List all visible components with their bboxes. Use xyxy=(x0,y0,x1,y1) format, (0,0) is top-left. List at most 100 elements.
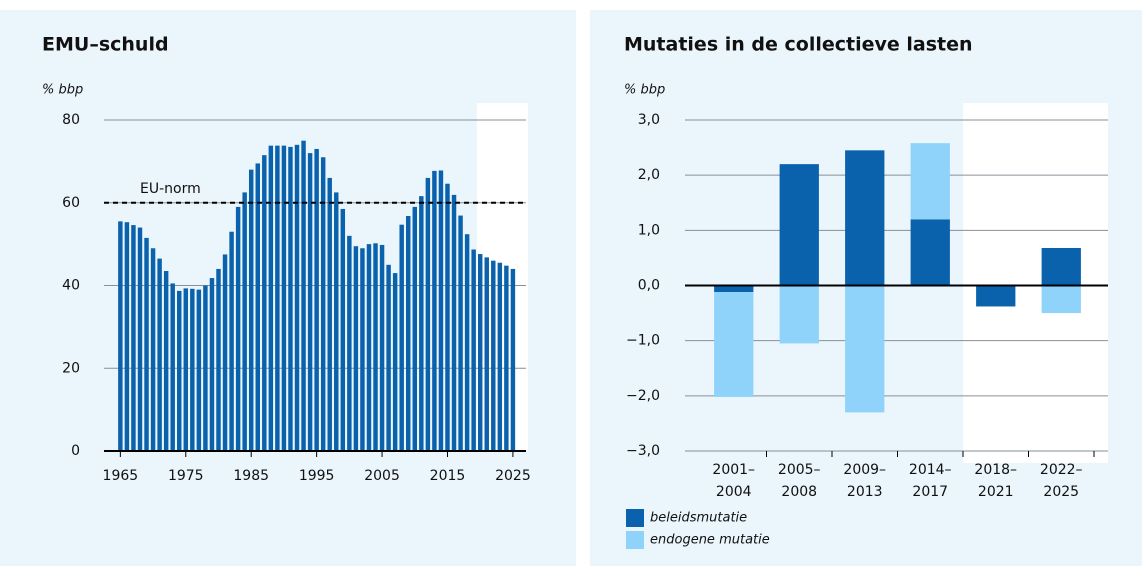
bar-segment xyxy=(714,285,754,293)
bar xyxy=(334,192,339,451)
y-tick-label: 60 xyxy=(62,195,80,211)
bar-segment xyxy=(910,143,950,220)
bar xyxy=(262,155,267,451)
x-tick-label: 2001– xyxy=(712,462,755,478)
forecast-shade xyxy=(963,103,1108,463)
bar xyxy=(373,243,378,451)
bar xyxy=(281,145,287,451)
bar xyxy=(360,248,365,451)
y-tick-label: 0 xyxy=(71,443,80,459)
x-tick-label: 2021 xyxy=(978,484,1014,500)
y-tick-label: −2,0 xyxy=(626,388,660,404)
bar xyxy=(288,146,293,452)
x-tick-label: 2013 xyxy=(847,484,883,500)
bar-segment xyxy=(910,219,950,286)
x-tick-label: 2005 xyxy=(364,468,400,484)
x-tick-label: 2004 xyxy=(716,484,752,500)
y-tick-label: 1,0 xyxy=(638,222,660,238)
bar xyxy=(399,224,404,451)
bar xyxy=(170,283,175,451)
bar-segment xyxy=(1041,247,1081,286)
legend-label: endogene mutatie xyxy=(650,533,770,548)
bar xyxy=(445,183,450,451)
bar xyxy=(196,289,202,451)
x-tick-label: 2025 xyxy=(1043,484,1079,500)
bar-segment xyxy=(845,285,885,413)
bar-segment xyxy=(976,285,1016,307)
y-tick-label: 0,0 xyxy=(638,278,660,294)
x-tick-label: 2008 xyxy=(781,484,817,500)
bar xyxy=(124,222,130,451)
x-tick-label: 2014– xyxy=(909,462,952,478)
bar xyxy=(386,264,391,451)
x-tick-label: 1975 xyxy=(168,468,204,484)
bar xyxy=(340,208,346,451)
bar xyxy=(216,268,221,451)
x-tick-label: 2018– xyxy=(974,462,1017,478)
bar xyxy=(327,177,332,452)
bar xyxy=(458,215,463,451)
bar xyxy=(301,140,306,451)
y-tick-label: 3,0 xyxy=(638,112,660,128)
bar xyxy=(222,254,228,451)
y-tick-label: 40 xyxy=(62,278,80,294)
bar xyxy=(438,170,444,452)
x-tick-label: 2017 xyxy=(912,484,948,500)
bar xyxy=(209,278,215,451)
x-tick-label: 1985 xyxy=(233,468,269,484)
bar xyxy=(347,235,352,451)
bar xyxy=(366,244,372,451)
x-tick-label: 2022– xyxy=(1040,462,1083,478)
bar xyxy=(477,254,483,451)
chart-title: EMU–schuld xyxy=(42,34,169,56)
y-tick-label: −3,0 xyxy=(626,443,660,459)
bar xyxy=(353,246,359,451)
bar-segment xyxy=(1041,285,1081,314)
bar xyxy=(255,163,260,451)
x-tick-label: 2009– xyxy=(843,462,886,478)
x-tick-label: 2025 xyxy=(495,468,531,484)
y-tick-label: 2,0 xyxy=(638,167,660,183)
x-tick-label: 1965 xyxy=(103,468,139,484)
bar xyxy=(406,215,411,451)
y-axis-label: % bbp xyxy=(42,83,83,98)
bar-segment xyxy=(845,150,885,286)
y-tick-label: 80 xyxy=(62,112,80,128)
bar xyxy=(451,194,457,452)
bar xyxy=(425,177,431,452)
bar xyxy=(150,248,156,451)
bar xyxy=(275,145,280,451)
bar xyxy=(242,192,247,451)
x-tick-label: 2015 xyxy=(430,468,466,484)
bar xyxy=(235,206,241,451)
bar xyxy=(190,288,195,451)
bar xyxy=(177,290,182,451)
bar xyxy=(432,170,437,452)
legend-swatch xyxy=(626,509,644,527)
bar xyxy=(484,257,489,451)
y-axis-label: % bbp xyxy=(624,83,665,98)
y-tick-label: −1,0 xyxy=(626,333,660,349)
bar xyxy=(497,262,503,451)
bar xyxy=(314,148,319,451)
bar xyxy=(294,144,300,451)
legend-swatch xyxy=(626,531,644,549)
bar xyxy=(229,231,234,451)
bar xyxy=(144,237,149,451)
bar xyxy=(203,285,208,451)
bar xyxy=(131,225,136,451)
bar xyxy=(412,206,417,451)
bar xyxy=(320,157,326,452)
bar xyxy=(464,234,470,451)
bar-segment xyxy=(779,285,819,344)
bar xyxy=(491,260,496,451)
bar xyxy=(163,271,169,451)
bar xyxy=(471,249,476,451)
y-tick-label: 20 xyxy=(62,360,80,376)
bar xyxy=(307,153,313,451)
bar-segment xyxy=(714,292,754,397)
bar xyxy=(248,169,254,451)
bar xyxy=(504,265,509,451)
bar xyxy=(510,268,516,451)
